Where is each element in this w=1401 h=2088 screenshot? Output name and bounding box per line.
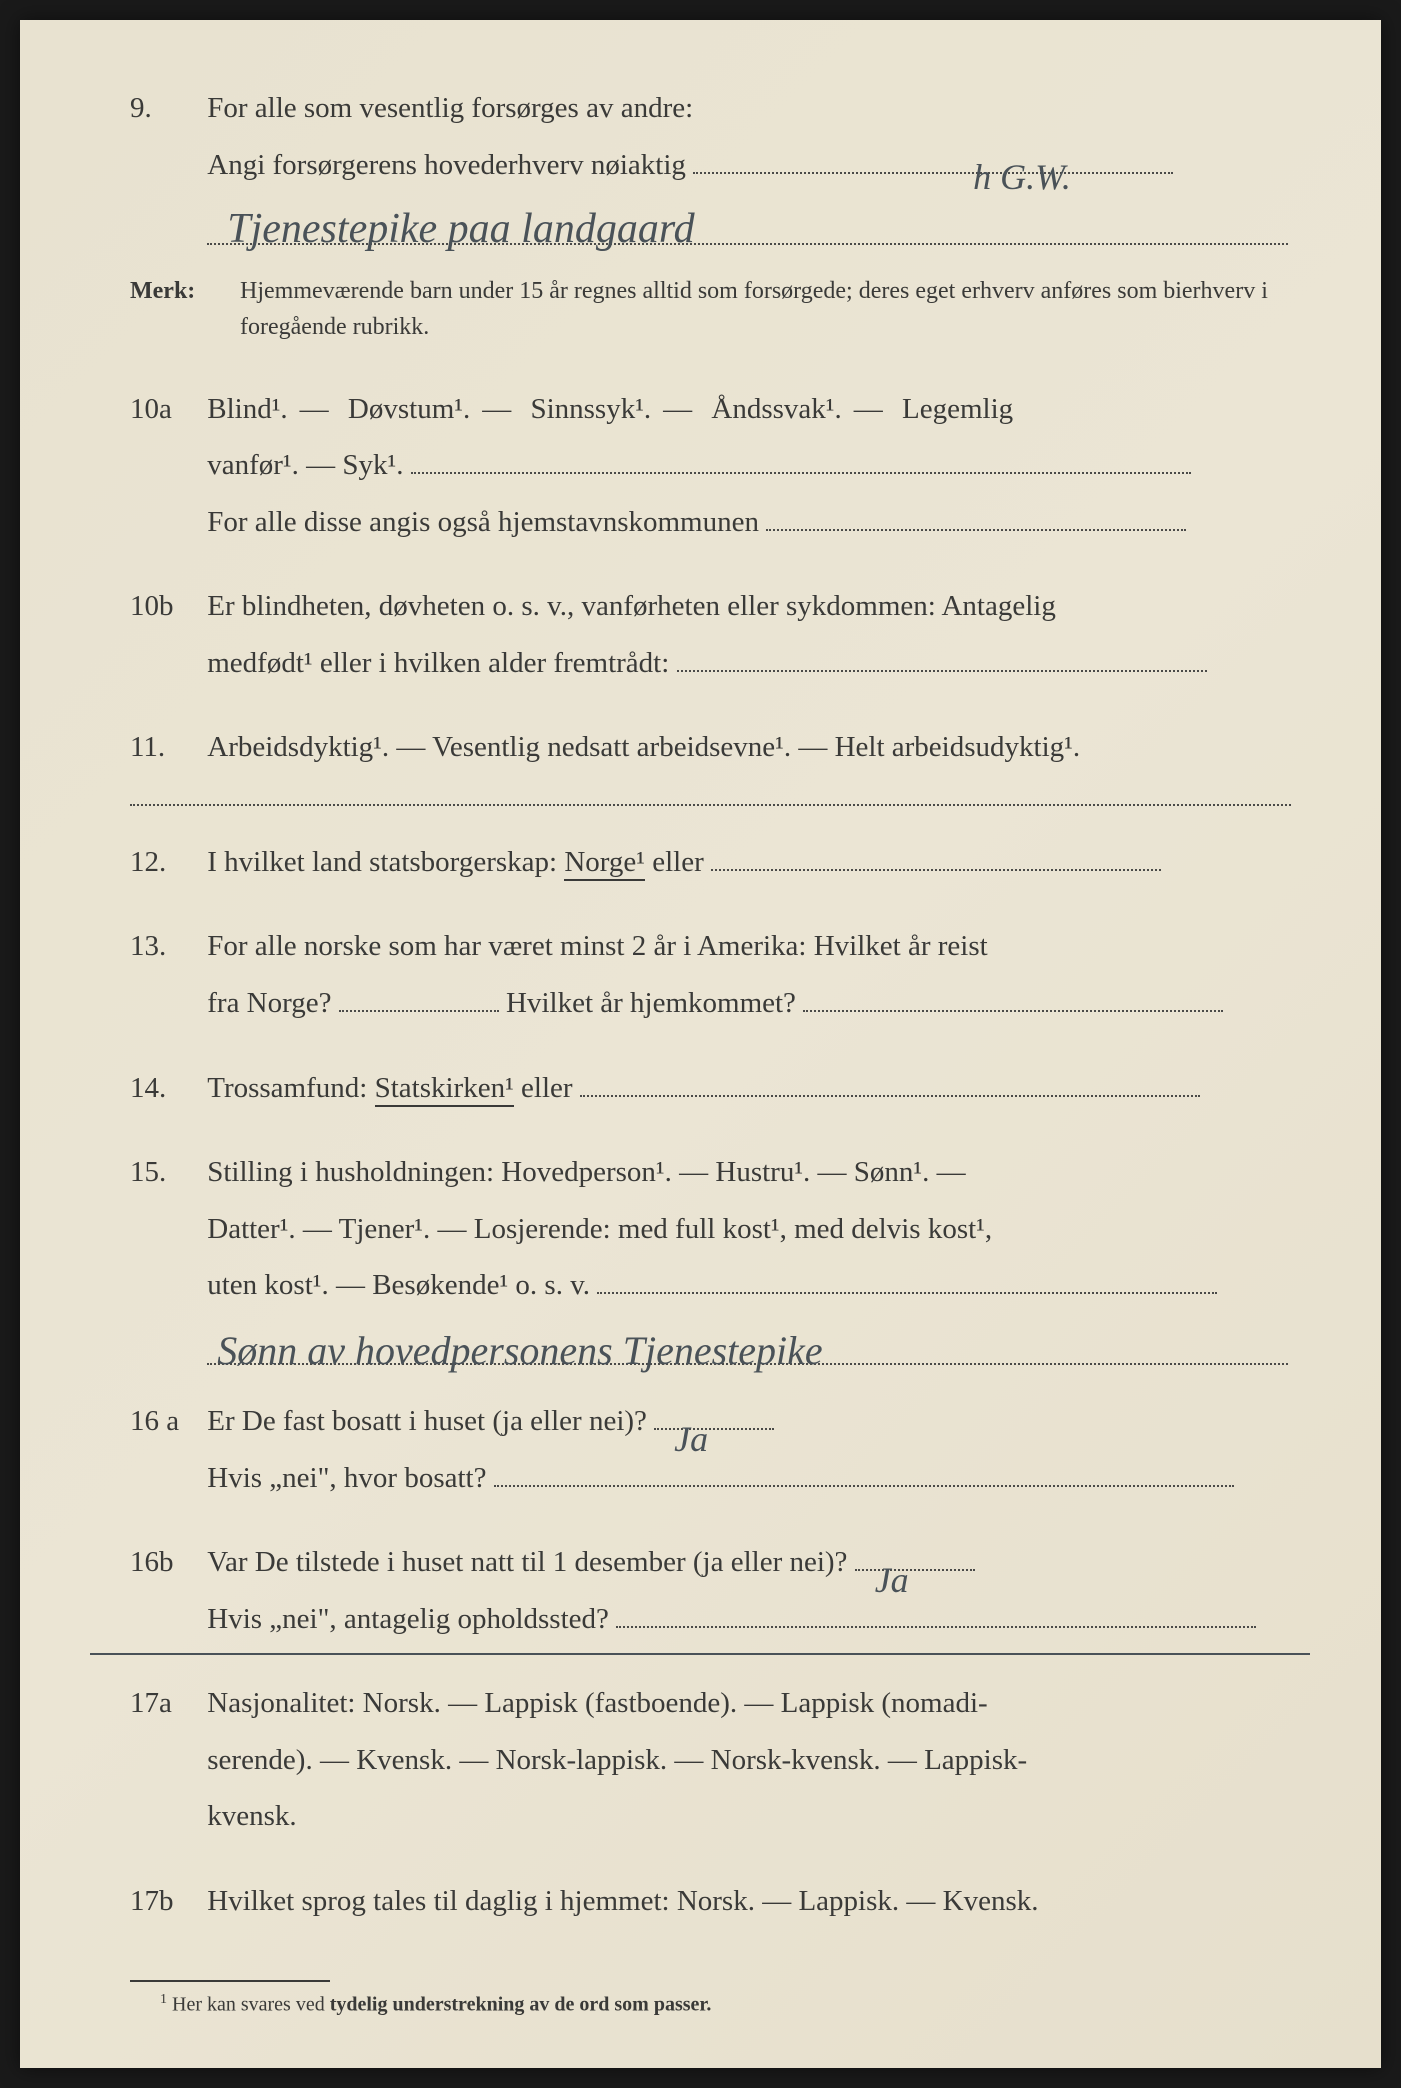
q9-handwriting-main: Tjenestepike paa landgaard [227,189,694,271]
q12-number: 12. [130,834,200,891]
q17b-text: Hvilket sprog tales til daglig i hjemmet… [207,1873,1288,1930]
q13-number: 13. [130,918,200,975]
q9-number: 9. [130,80,200,137]
q14-pre: Trossamfund: [207,1072,374,1104]
q10a-blank1 [411,472,1191,474]
q10a-opt3: Åndssvak¹. [711,393,841,425]
q15-line3: uten kost¹. — Besøkende¹ o. s. v. [207,1269,590,1301]
q10a-opt4: Legemlig [902,393,1013,425]
q10b-line1: Er blindheten, døvheten o. s. v., vanfør… [207,590,1056,622]
q13-line2b: Hvilket år hjemkommet? [506,987,796,1019]
q12-content: I hvilket land statsborgerskap: Norge¹ e… [207,834,1288,891]
question-17a: 17a Nasjonalitet: Norsk. — Lappisk (fast… [130,1675,1291,1845]
q10a-line2: vanfør¹. — Syk¹. [207,449,403,481]
q10a-opt1: Døvstum¹. [348,393,470,425]
q12-post: eller [645,846,704,878]
q10b-blank [677,670,1207,672]
q14-content: Trossamfund: Statskirken¹ eller [207,1060,1288,1117]
q17b-number: 17b [130,1873,200,1930]
q16b-number: 16b [130,1534,200,1591]
q16a-line1: Er De fast bosatt i huset (ja eller nei)… [207,1405,647,1437]
q9-content: For alle som vesentlig forsørges av andr… [207,80,1288,245]
q16b-line2: Hvis „nei", antagelig opholdssted? [207,1603,609,1635]
q16b-blank2 [616,1626,1256,1628]
q10a-blank2 [766,529,1186,531]
merk-note: Merk: Hjemmeværende barn under 15 år reg… [130,273,1291,345]
q16a-number: 16 a [130,1393,200,1450]
question-11: 11. Arbeidsdyktig¹. — Vesentlig nedsatt … [130,719,1291,776]
q15-number: 15. [130,1144,200,1201]
q10a-number: 10a [130,381,200,438]
question-14: 14. Trossamfund: Statskirken¹ eller [130,1060,1291,1117]
footnote-rule [130,1980,330,1982]
q12-blank [711,869,1161,871]
q9-blank2: Tjenestepike paa landgaard [207,201,1288,245]
q9-line1: For alle som vesentlig forsørges av andr… [207,92,693,124]
question-17b: 17b Hvilket sprog tales til daglig i hje… [130,1873,1291,1930]
q15-handwriting: Sønn av hovedpersonens Tjenestepike [217,1312,822,1390]
q10b-line2: medfødt¹ eller i hvilken alder fremtrådt… [207,647,669,679]
q15-content: Stilling i husholdningen: Hovedperson¹. … [207,1144,1288,1365]
q10b-content: Er blindheten, døvheten o. s. v., vanfør… [207,578,1288,691]
q17a-line1: Nasjonalitet: Norsk. — Lappisk (fastboen… [207,1687,987,1719]
merk-label: Merk: [130,273,240,345]
q16b-handwriting: Ja [875,1545,909,1615]
q16a-content: Er De fast bosatt i huset (ja eller nei)… [207,1393,1288,1506]
q9-line2: Angi forsørgerens hovederhverv nøiaktig [207,149,686,181]
q17a-line3: kvensk. [207,1800,296,1832]
q10a-content: Blind¹.— Døvstum¹.— Sinnssyk¹.— Åndssvak… [207,381,1288,551]
q16b-line1: Var De tilstede i huset natt til 1 desem… [207,1546,847,1578]
q13-blank1 [339,1010,499,1012]
question-15: 15. Stilling i husholdningen: Hovedperso… [130,1144,1291,1365]
q16a-handwriting: Ja [674,1404,708,1474]
footnote: 1 Her kan svares ved tydelig understrekn… [130,1992,1291,2017]
q17a-line2: serende). — Kvensk. — Norsk-lappisk. — N… [207,1744,1027,1776]
q13-blank2 [803,1010,1223,1012]
footnote-pre: Her kan svares ved [172,1993,330,2015]
q15-blank1 [597,1292,1217,1294]
question-10b: 10b Er blindheten, døvheten o. s. v., va… [130,578,1291,691]
hand-underline [90,1653,1310,1655]
question-10a: 10a Blind¹.— Døvstum¹.— Sinnssyk¹.— Ånds… [130,381,1291,551]
q10a-line3: For alle disse angis også hjemstavnskomm… [207,506,759,538]
q14-underlined: Statskirken¹ [375,1072,514,1107]
census-form-page: 9. For alle som vesentlig forsørges av a… [20,20,1381,2068]
q17a-number: 17a [130,1675,200,1732]
q16a-blank2 [494,1485,1234,1487]
q16b-content: Var De tilstede i huset natt til 1 desem… [207,1534,1288,1647]
question-16a: 16 a Er De fast bosatt i huset (ja eller… [130,1393,1291,1506]
q13-line1: For alle norske som har været minst 2 år… [207,930,987,962]
q10a-opt2: Sinnssyk¹. [530,393,651,425]
merk-text: Hjemmeværende barn under 15 år regnes al… [240,273,1291,345]
question-9: 9. For alle som vesentlig forsørges av a… [130,80,1291,245]
footnote-bold: tydelig understrekning av de ord som pas… [330,1993,712,2015]
q9-blank1: h G.W. [693,172,1173,174]
q12-underlined: Norge¹ [564,846,645,881]
q16b-blank1: Ja [855,1569,975,1571]
footnote-sup: 1 [160,1992,167,2007]
q14-post: eller [514,1072,573,1104]
q10a-opt0: Blind¹. [207,393,287,425]
question-13: 13. For alle norske som har været minst … [130,918,1291,1031]
divider-1 [130,804,1291,806]
q17a-content: Nasjonalitet: Norsk. — Lappisk (fastboen… [207,1675,1288,1845]
q16a-line2: Hvis „nei", hvor bosatt? [207,1462,486,1494]
q15-blank2: Sønn av hovedpersonens Tjenestepike [207,1322,1288,1366]
q14-blank [580,1095,1200,1097]
q13-line2a: fra Norge? [207,987,331,1019]
q15-line1: Stilling i husholdningen: Hovedperson¹. … [207,1156,965,1188]
question-12: 12. I hvilket land statsborgerskap: Norg… [130,834,1291,891]
q16a-blank1: Ja [654,1428,774,1430]
q11-text: Arbeidsdyktig¹. — Vesentlig nedsatt arbe… [207,719,1288,776]
q11-number: 11. [130,719,200,776]
q13-content: For alle norske som har været minst 2 år… [207,918,1288,1031]
q14-number: 14. [130,1060,200,1117]
q10b-number: 10b [130,578,200,635]
q12-pre: I hvilket land statsborgerskap: [207,846,564,878]
question-16b: 16b Var De tilstede i huset natt til 1 d… [130,1534,1291,1647]
q15-line2: Datter¹. — Tjener¹. — Losjerende: med fu… [207,1213,992,1245]
